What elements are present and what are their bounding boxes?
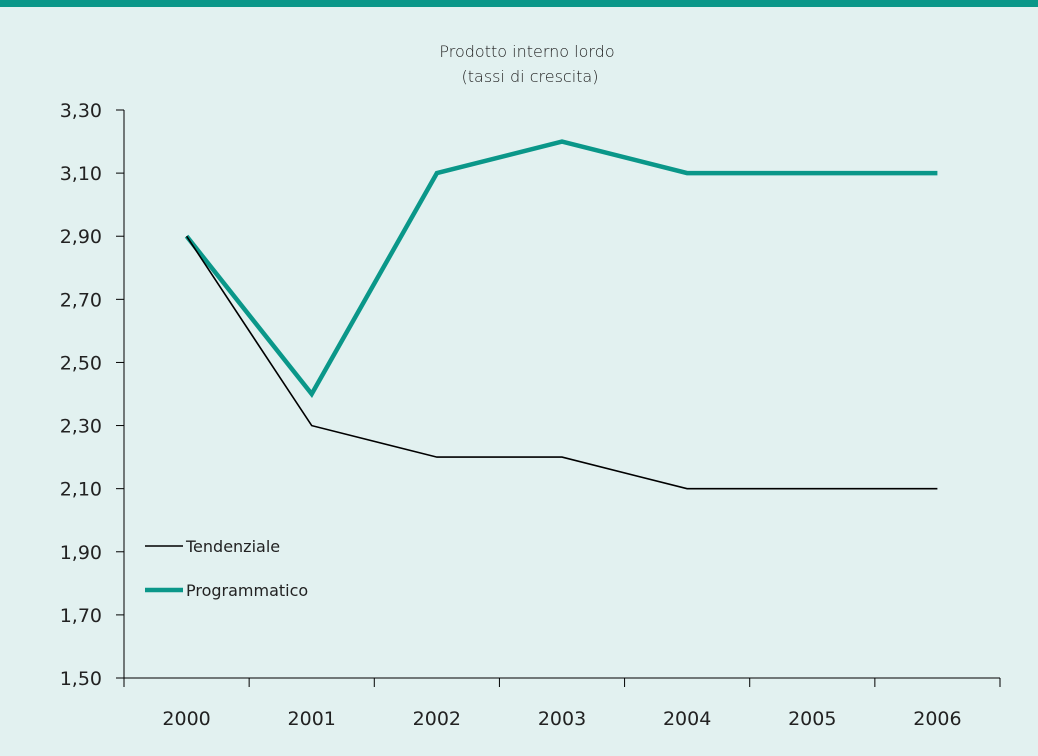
x-tick-label: 2000 <box>162 708 210 730</box>
series-line-tendenziale <box>185 235 938 490</box>
y-tick-label: 3,30 <box>60 100 102 122</box>
y-tick-label: 3,10 <box>60 163 102 185</box>
y-tick-label: 2,10 <box>60 479 102 501</box>
y-tick-label: 2,90 <box>60 226 102 248</box>
series-line-programmatico <box>184 139 938 399</box>
legend-label: Tendenziale <box>185 537 280 556</box>
top-accent-bar <box>0 0 1038 7</box>
legend-label: Programmatico <box>186 581 308 600</box>
chart-title-line2: (tassi di crescita) <box>462 67 599 86</box>
x-tick-label: 2006 <box>913 708 961 730</box>
x-tick-label: 2001 <box>288 708 336 730</box>
axes: 1,50 1,70 1,90 2,10 2,30 2,50 2,70 2,90 3,10 3,30… <box>60 100 1001 730</box>
series-layer <box>184 139 938 490</box>
x-tick-label: 2002 <box>413 708 461 730</box>
y-tick-label: 1,50 <box>60 668 102 690</box>
y-tick-label: 1,90 <box>60 542 102 564</box>
legend: Tendenziale Programmatico <box>145 537 308 600</box>
y-tick-label: 2,30 <box>60 416 102 438</box>
x-tick-label: 2005 <box>788 708 836 730</box>
x-tick-label: 2003 <box>538 708 586 730</box>
chart-title-line1: Prodotto interno lordo <box>439 42 614 61</box>
y-tick-label: 2,70 <box>60 289 102 311</box>
y-tick-label: 2,50 <box>60 352 102 374</box>
y-tick-label: 1,70 <box>60 605 102 627</box>
x-tick-label: 2004 <box>663 708 711 730</box>
